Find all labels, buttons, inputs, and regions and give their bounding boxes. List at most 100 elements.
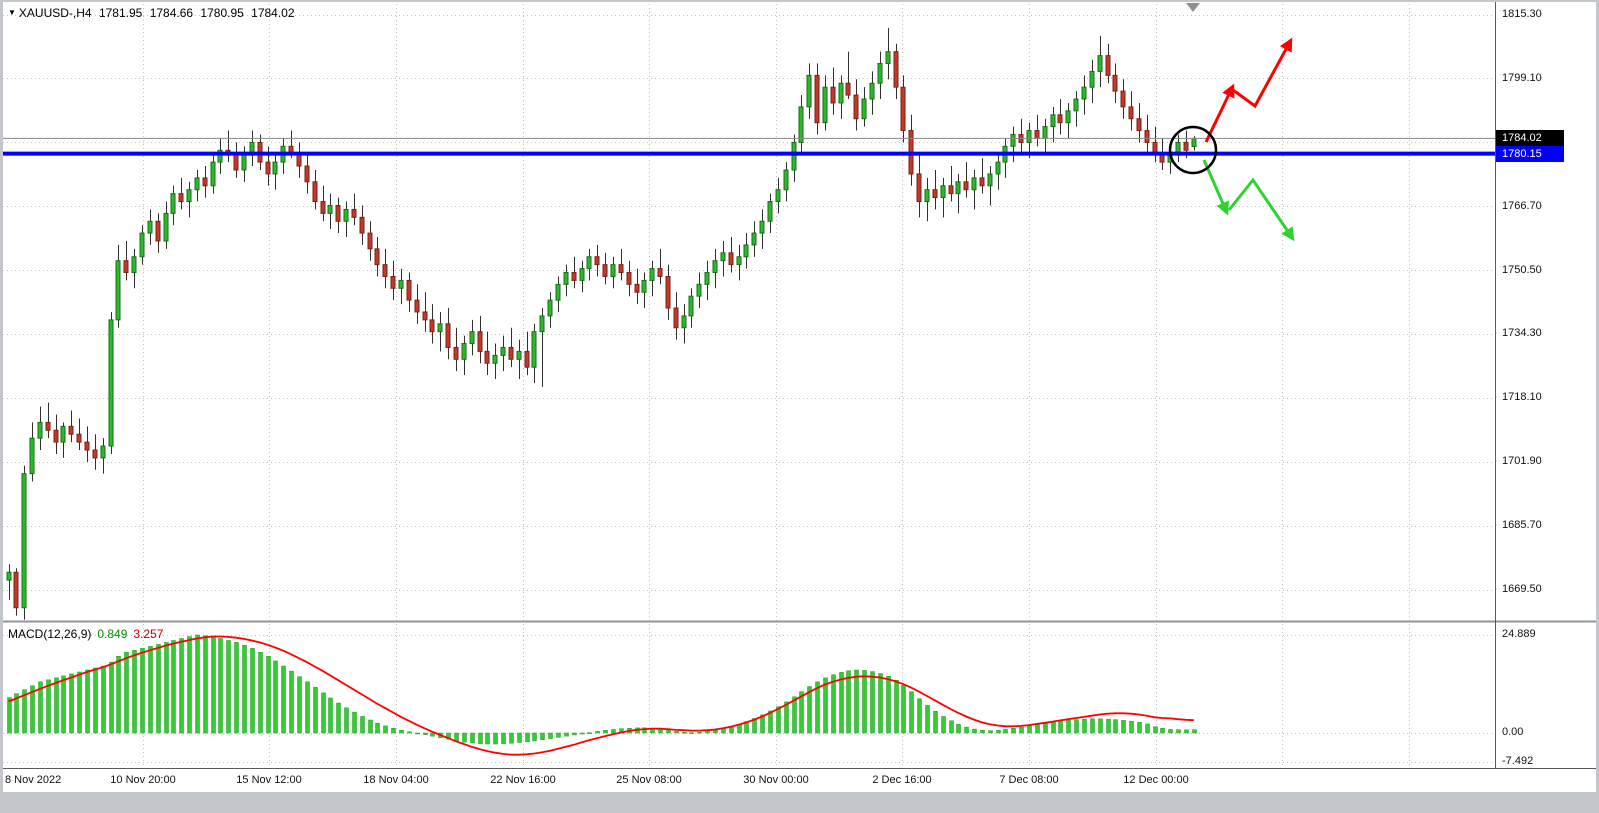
candle bbox=[995, 154, 1001, 190]
candle-body bbox=[1010, 133, 1016, 147]
candle bbox=[673, 292, 679, 340]
symbol-dropdown-icon[interactable]: ▼ bbox=[8, 8, 16, 17]
macd-bar bbox=[501, 732, 506, 744]
price-axis[interactable]: 1784.02 1780.15 1815.30 1799.10 1766.70 175… bbox=[1496, 0, 1599, 792]
macd-bar bbox=[642, 727, 647, 734]
macd-bar bbox=[776, 706, 781, 734]
candle bbox=[1073, 91, 1079, 127]
candle-body bbox=[461, 343, 467, 360]
candle-body bbox=[1089, 70, 1095, 88]
macd-indicator-label: MACD(12,26,9) 0.849 3.257 bbox=[8, 627, 163, 641]
candle bbox=[445, 308, 451, 360]
candle bbox=[979, 158, 985, 194]
candle-body bbox=[170, 193, 176, 214]
candle-body bbox=[335, 204, 341, 222]
candle-body bbox=[53, 429, 59, 443]
macd-bar bbox=[116, 655, 121, 734]
candle bbox=[359, 205, 365, 245]
candle bbox=[139, 225, 145, 265]
candle-body bbox=[304, 165, 310, 183]
macd-bar bbox=[933, 711, 938, 734]
circle-annotation[interactable] bbox=[1168, 125, 1218, 175]
candle bbox=[461, 335, 467, 376]
macd-bar bbox=[38, 681, 43, 734]
candle-body bbox=[1034, 130, 1040, 139]
candle-body bbox=[916, 173, 922, 203]
candle-body bbox=[539, 315, 545, 333]
candle-body bbox=[186, 189, 192, 203]
candle-body bbox=[343, 208, 349, 222]
candle-body bbox=[76, 433, 82, 443]
candle bbox=[932, 169, 938, 210]
high-value: 1784.66 bbox=[149, 6, 194, 20]
candle bbox=[618, 248, 624, 281]
candle bbox=[53, 414, 59, 454]
macd-bar bbox=[689, 732, 694, 734]
macd-bar bbox=[46, 679, 51, 734]
candle-body bbox=[602, 264, 608, 277]
macd-bar bbox=[148, 646, 153, 734]
macd-bar bbox=[1066, 720, 1071, 734]
candle-body bbox=[163, 212, 169, 242]
candle bbox=[641, 272, 647, 309]
candle bbox=[838, 75, 844, 119]
candle-body bbox=[1183, 141, 1189, 151]
candle-body bbox=[21, 473, 27, 609]
candle-body bbox=[979, 177, 985, 187]
candle-body bbox=[131, 256, 137, 274]
candle bbox=[351, 193, 357, 226]
macd-bar bbox=[344, 707, 349, 734]
macd-bar bbox=[509, 732, 514, 744]
macd-bar bbox=[697, 731, 702, 734]
candle-body bbox=[6, 571, 12, 581]
candle bbox=[531, 323, 537, 383]
chart-shift-icon[interactable] bbox=[1186, 3, 1200, 12]
macd-bar bbox=[807, 686, 812, 734]
candle-body bbox=[987, 173, 993, 187]
red-arrow-annotation[interactable] bbox=[1232, 37, 1293, 109]
candle bbox=[131, 248, 137, 289]
candle bbox=[170, 185, 176, 226]
candle bbox=[751, 221, 757, 257]
candle bbox=[343, 201, 349, 238]
macd-bar bbox=[22, 689, 27, 734]
candle bbox=[217, 138, 223, 174]
macd-histogram bbox=[7, 634, 1197, 745]
macd-bar bbox=[1160, 728, 1165, 734]
time-axis[interactable]: 8 Nov 2022 10 Nov 20:00 15 Nov 12:00 18 Nov… bbox=[0, 771, 1496, 792]
candle-body bbox=[1136, 118, 1142, 132]
macd-bar bbox=[30, 685, 35, 734]
candle bbox=[382, 248, 388, 289]
macd-bar bbox=[603, 729, 608, 734]
macd-bar bbox=[556, 732, 561, 738]
candle bbox=[1050, 106, 1056, 143]
time-axis-label: 18 Nov 04:00 bbox=[363, 774, 429, 786]
macd-bar bbox=[548, 732, 553, 739]
macd-bar bbox=[611, 729, 616, 734]
macd-bar bbox=[854, 669, 859, 734]
macd-bar bbox=[1098, 718, 1103, 734]
candle-body bbox=[241, 153, 247, 171]
macd-bar bbox=[525, 732, 530, 742]
candle-body bbox=[720, 252, 726, 262]
red-arrow-annotation[interactable] bbox=[1204, 83, 1235, 143]
time-axis-label: 22 Nov 16:00 bbox=[490, 774, 556, 786]
candle-body bbox=[681, 315, 687, 329]
candle bbox=[869, 71, 875, 115]
candle bbox=[728, 237, 734, 273]
candle bbox=[84, 426, 90, 462]
macd-bar bbox=[988, 730, 993, 734]
candle-body bbox=[877, 63, 883, 84]
chart-canvas[interactable] bbox=[0, 0, 1599, 792]
candle-body bbox=[92, 449, 98, 459]
candle-body bbox=[469, 331, 475, 345]
macd-bar bbox=[328, 697, 333, 734]
candle bbox=[971, 169, 977, 210]
macd-bar bbox=[572, 732, 577, 736]
candle bbox=[92, 434, 98, 470]
green-arrow-annotation[interactable] bbox=[1227, 177, 1295, 242]
candle-body bbox=[555, 283, 561, 301]
candle bbox=[822, 75, 828, 131]
candle-body bbox=[390, 275, 396, 289]
candle bbox=[29, 422, 35, 482]
